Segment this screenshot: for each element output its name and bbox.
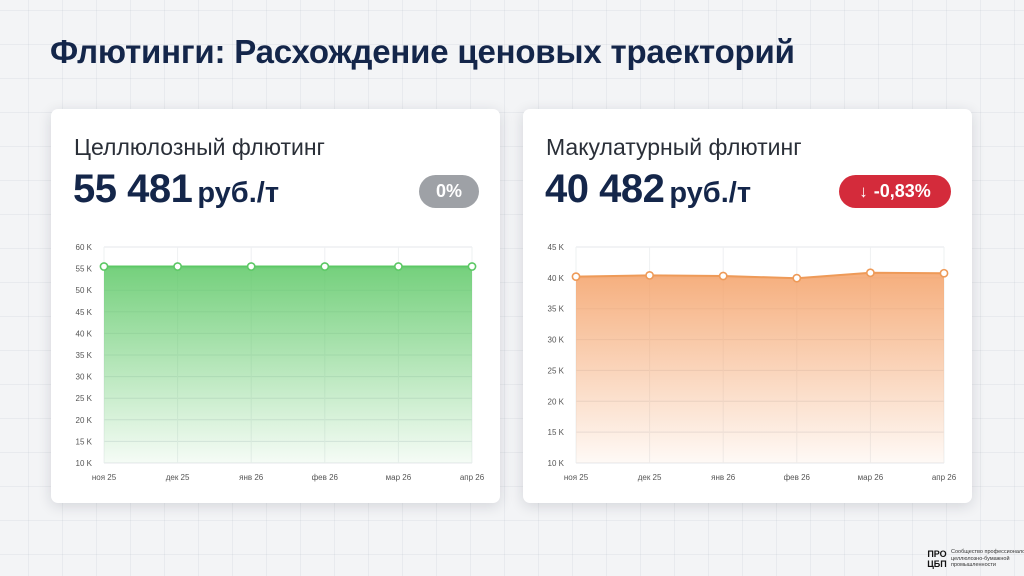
data-point [865,268,875,278]
data-point [393,262,403,271]
change-value: 0% [435,181,462,201]
y-tick-label: 45 K [76,308,93,317]
y-tick-label: 20 K [548,397,565,406]
change-badge: 0% [419,175,479,208]
price-value: 55 481 руб./т [73,167,279,212]
y-tick-label: 20 K [76,416,93,425]
data-point [792,273,802,283]
recycled-fluting-chart: 10 K 15 K 20 K 25 K 30 K 35 K 40 K 45 K ноя 25 де… [535,237,960,492]
card-recycled-fluting: Макулатурный флютинг 40 482 руб./т ↓ -0,8… [523,109,972,503]
card-pulp-fluting: Целлюлозный флютинг 55 481 руб./т 0% 10 K… [51,109,500,503]
data-point [467,262,477,271]
x-tick-label: мар 26 [386,473,412,482]
y-tick-label: 15 K [548,428,565,437]
area-fill [576,272,944,463]
y-tick-label: 40 K [548,274,565,283]
x-tick-label: янв 26 [711,473,736,482]
price-number: 55 481 [73,167,193,211]
change-badge: ↓ -0,83% [839,175,951,208]
series-line [575,271,945,280]
y-tick-label: 45 K [548,243,565,252]
data-point [645,270,654,280]
price-value: 40 482 руб./т [545,167,751,212]
area-fill [104,266,472,463]
x-tick-label: апр 26 [932,473,957,482]
data-point [718,271,728,281]
chart-svg: 10 K 15 K 20 K 25 K 30 K 35 K 40 K 45 K 50 K 55 K… [76,243,485,482]
data-point [99,262,109,271]
logo-mark-line1: ПРО [927,549,947,559]
x-tick-label: дек 25 [166,473,190,482]
y-tick-label: 30 K [548,336,565,345]
y-tick-label: 25 K [548,366,565,375]
card-title: Целлюлозный флютинг [74,134,325,160]
x-tick-label: фев 26 [312,473,339,482]
community-logo: ПРО ЦБП Сообщество профессионалов целлюл… [926,549,1024,569]
x-tick-label: апр 26 [460,473,485,482]
x-tick-label: ноя 25 [564,473,589,482]
x-tick-label: мар 26 [858,473,884,482]
logo-caption: Сообщество профессионалов целлюлозно-бум… [951,549,1024,569]
y-tick-label: 50 K [76,286,93,295]
y-tick-label: 10 K [548,459,565,468]
x-tick-label: янв 26 [239,473,264,482]
x-tick-label: дек 25 [638,473,662,482]
price-unit: руб./т [669,177,752,209]
logo-mark: ПРО ЦБП [926,549,948,569]
card-title: Макулатурный флютинг [546,134,802,160]
data-point [246,262,256,271]
y-tick-label: 35 K [76,351,93,360]
change-value: -0,83% [873,181,931,201]
y-tick-label: 40 K [76,329,93,338]
y-tick-label: 60 K [76,243,93,252]
x-tick-label: ноя 25 [92,473,117,482]
y-tick-label: 30 K [76,373,93,382]
data-point [939,268,949,278]
y-tick-label: 55 K [76,265,93,274]
y-tick-label: 10 K [76,459,93,468]
data-point [320,262,330,271]
arrow-down-icon: ↓ [859,181,868,201]
x-tick-label: фев 26 [784,473,811,482]
y-tick-label: 25 K [76,394,93,403]
chart-svg: 10 K 15 K 20 K 25 K 30 K 35 K 40 K 45 K ноя 25 де… [548,243,957,482]
page-title: Флютинги: Расхождение ценовых траекторий [50,33,795,70]
pulp-fluting-chart: 10 K 15 K 20 K 25 K 30 K 35 K 40 K 45 K 50 K 55 K… [63,237,488,492]
data-point [173,262,182,271]
data-point [571,272,581,282]
price-number: 40 482 [545,167,665,211]
logo-mark-line2: ЦБП [927,559,947,569]
y-tick-label: 15 K [76,437,93,446]
y-tick-label: 35 K [548,305,565,314]
price-unit: руб./т [197,177,280,209]
